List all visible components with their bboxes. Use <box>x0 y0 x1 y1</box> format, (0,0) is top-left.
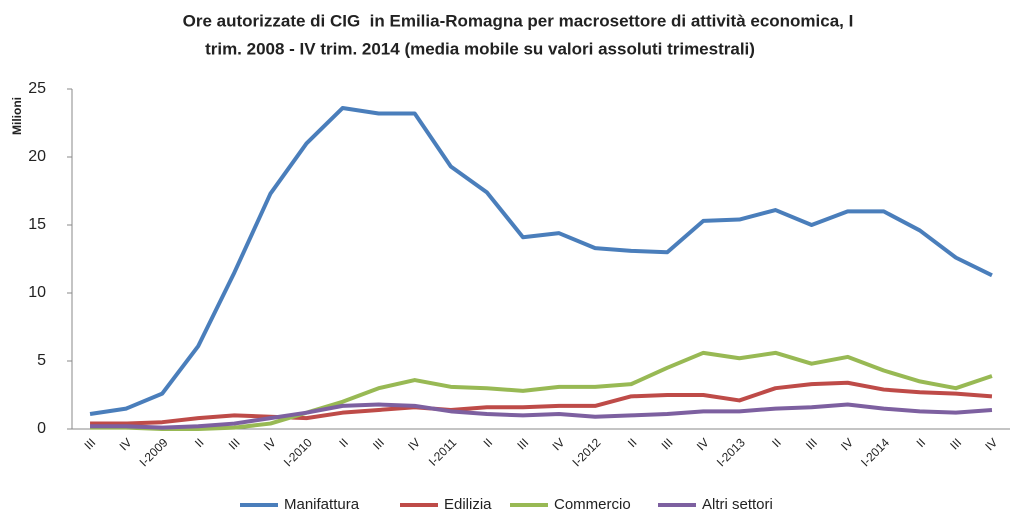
x-tick-label: IV <box>549 435 567 453</box>
x-tick-label: II <box>914 435 929 450</box>
chart-title: Ore autorizzate di CIG in Emilia-Romagna… <box>183 11 854 30</box>
x-tick-label: IV <box>838 435 856 453</box>
x-tick-label: II <box>625 435 640 450</box>
x-tick-label: III <box>226 435 243 452</box>
x-tick-label: I-2012 <box>570 435 604 469</box>
x-tick-label: I-2010 <box>281 435 315 469</box>
y-tick-label: 15 <box>28 216 46 233</box>
x-tick-label: III <box>947 435 964 452</box>
x-tick-label: II <box>769 435 784 450</box>
legend-label: Manifattura <box>284 496 360 513</box>
y-axis-label: Milioni <box>10 97 24 135</box>
series-line <box>89 106 993 417</box>
x-tick-label: III <box>514 435 531 452</box>
y-tick-label: 25 <box>28 80 46 97</box>
x-tick-label: IV <box>982 435 1000 453</box>
x-tick-label: IV <box>405 435 423 453</box>
x-tick-label: I-2013 <box>714 435 748 469</box>
x-tick-label: IV <box>261 435 279 453</box>
x-tick-label: II <box>336 435 351 450</box>
y-tick-label: 0 <box>37 420 46 437</box>
x-tick-label: II <box>192 435 207 450</box>
x-tick-label: III <box>659 435 676 452</box>
series-line <box>90 402 993 430</box>
x-tick-label: I-2009 <box>137 435 171 469</box>
y-tick-label: 10 <box>28 284 46 301</box>
y-tick-label: 5 <box>37 352 46 369</box>
series-line <box>90 380 993 426</box>
legend-label: Commercio <box>554 496 631 513</box>
x-tick-label: IV <box>694 435 712 453</box>
x-tick-label: I-2014 <box>858 435 892 469</box>
legend-label: Edilizia <box>444 496 492 513</box>
series-line <box>90 350 993 431</box>
legend-label: Altri settori <box>702 496 773 513</box>
chart-title: trim. 2008 - IV trim. 2014 (media mobile… <box>205 39 755 58</box>
x-tick-label: IV <box>117 435 135 453</box>
x-tick-label: III <box>803 435 820 452</box>
y-tick-label: 20 <box>28 148 46 165</box>
x-tick-label: III <box>370 435 387 452</box>
x-tick-label: II <box>481 435 496 450</box>
x-tick-label: I-2011 <box>426 435 460 469</box>
x-tick-label: III <box>81 435 98 452</box>
